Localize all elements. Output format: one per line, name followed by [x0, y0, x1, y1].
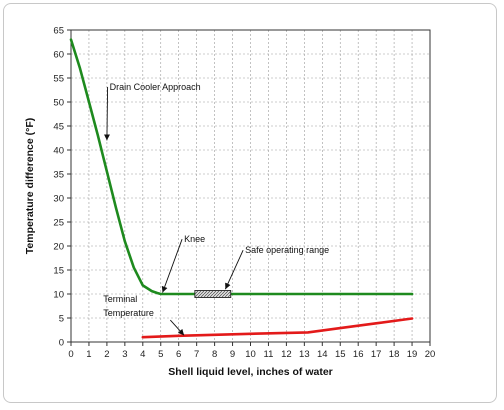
x-tick-label: 2	[104, 349, 109, 360]
annotation-knee: Knee	[184, 234, 205, 244]
x-tick-label: 4	[140, 349, 145, 360]
annotation-safe: Safe operating range	[245, 245, 329, 255]
y-axis-title: Temperature difference (°F)	[24, 118, 36, 254]
x-axis-title: Shell liquid level, inches of water	[168, 366, 333, 378]
x-tick-label: 14	[317, 349, 328, 360]
x-tick-label: 5	[158, 349, 163, 360]
annotation-arrow-knee	[161, 239, 183, 293]
y-tick-label: 5	[59, 314, 64, 325]
annotation-arrow-safe	[224, 250, 244, 290]
series	[69, 38, 414, 339]
x-tick-label: 20	[425, 349, 436, 360]
x-tick-label: 13	[299, 349, 310, 360]
x-tick-label: 7	[194, 349, 199, 360]
annotation-terminal2: Temperature	[103, 308, 154, 318]
x-tick-label: 17	[371, 349, 382, 360]
y-tick-label: 30	[53, 194, 64, 205]
x-tick-label: 12	[281, 349, 292, 360]
y-tick-label: 15	[53, 266, 64, 277]
chart-frame	[3, 3, 497, 403]
x-tick-label: 16	[353, 349, 364, 360]
annotations: Drain Cooler Approach Knee Safe operating …	[103, 82, 329, 336]
y-tick-label: 25	[53, 218, 64, 229]
axes: 0 1 2 3 4 5 6 7 8 9 10 11 12 13 14 15 16 17 18 19 2005101520…	[53, 26, 435, 361]
series-line-red	[141, 317, 414, 339]
x-tick-label: 19	[407, 349, 418, 360]
y-tick-label: 45	[53, 122, 64, 133]
x-tick-label: 9	[230, 349, 235, 360]
y-tick-label: 65	[53, 26, 64, 37]
x-tick-label: 0	[68, 349, 73, 360]
annotation-arrow-terminal2	[169, 319, 185, 336]
y-tick-label: 40	[53, 146, 64, 157]
y-tick-label: 60	[53, 50, 64, 61]
x-tick-label: 10	[245, 349, 256, 360]
x-tick-label: 8	[212, 349, 217, 360]
x-tick-label: 6	[176, 349, 181, 360]
x-tick-label: 18	[389, 349, 400, 360]
y-tick-label: 55	[53, 74, 64, 85]
x-tick-label: 15	[335, 349, 346, 360]
annotation-arrow-drain	[103, 86, 110, 141]
annotation-terminal1: Terminal	[103, 294, 137, 304]
x-tick-label: 11	[264, 349, 274, 360]
y-tick-label: 50	[53, 98, 64, 109]
x-tick-label: 3	[122, 349, 127, 360]
y-tick-label: 0	[59, 338, 64, 349]
series-line-green	[69, 38, 414, 296]
x-tick-label: 1	[86, 349, 91, 360]
safe-range-hatch	[194, 290, 231, 298]
y-tick-label: 20	[53, 242, 64, 253]
y-tick-label: 10	[53, 290, 64, 301]
annotation-drain: Drain Cooler Approach	[110, 82, 201, 92]
y-tick-label: 35	[53, 170, 64, 181]
